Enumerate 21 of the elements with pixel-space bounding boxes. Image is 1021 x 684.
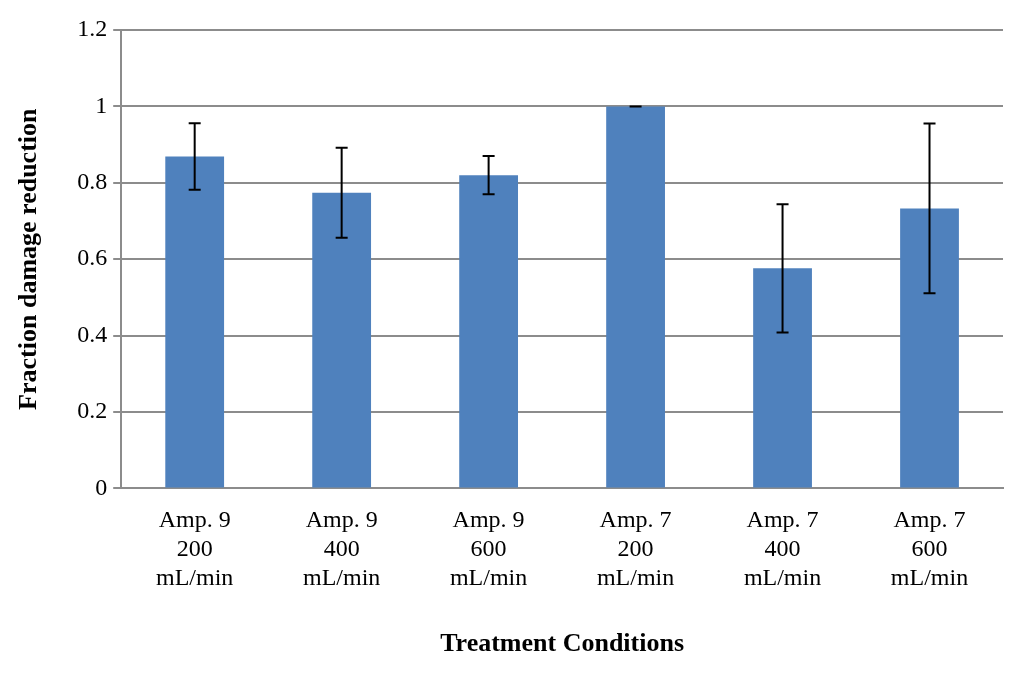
x-tick-label: Amp. 7 400 mL/min	[743, 506, 822, 590]
bar	[459, 175, 519, 488]
x-tick-label: Amp. 9 200 mL/min	[156, 506, 234, 590]
x-tick-label: Amp. 9 400 mL/min	[302, 506, 381, 590]
x-tick-label: Amp. 7 600 mL/min	[890, 506, 969, 590]
bar	[312, 192, 372, 488]
y-tick-label: 0.6	[77, 244, 108, 271]
y-tick-label: 0.8	[77, 168, 108, 195]
y-tick-label: 0	[95, 473, 108, 500]
y-tick-label: 1	[95, 91, 108, 118]
x-tick-label: Amp. 7 200 mL/min	[596, 506, 675, 590]
bar	[165, 156, 225, 488]
y-tick-label: 0.4	[77, 320, 108, 347]
bar	[606, 106, 665, 488]
x-tick-label: Amp. 9 600 mL/min	[449, 506, 528, 590]
y-tick-label: 1.2	[77, 15, 108, 42]
bar	[753, 268, 812, 488]
bar	[900, 208, 959, 488]
x-axis-title: Treatment Conditions	[440, 628, 685, 658]
y-tick-label: 0.2	[77, 397, 108, 424]
y-axis-title: Fraction damage reduction	[13, 107, 43, 410]
